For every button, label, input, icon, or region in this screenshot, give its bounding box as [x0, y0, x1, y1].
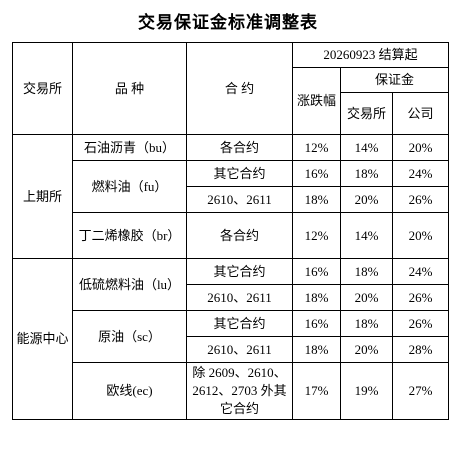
header-cell: 交易所 [340, 92, 393, 135]
contract-cell: 2610、2611 [186, 336, 293, 363]
company-margin-cell: 26% [391, 284, 450, 311]
product-cell: 低硫燃料油（lu） [72, 258, 187, 311]
header-cell: 20260923 结算起 [291, 42, 450, 68]
company-margin-cell: 20% [391, 134, 450, 161]
contract-cell: 除 2609、2610、2612、2703 外其它合约 [186, 362, 293, 420]
body-row: 上期所 石油沥青（bu） 各合约 12% 14% 20% [12, 134, 450, 259]
contract-cell: 其它合约 [186, 160, 293, 187]
exchange-margin-cell: 19% [340, 362, 393, 420]
company-margin-cell: 26% [391, 310, 450, 337]
limit-cell: 18% [292, 284, 341, 311]
product-cell: 石油沥青（bu） [72, 134, 187, 161]
product-cell: 欧线(ec) [72, 362, 187, 420]
limit-cell: 16% [292, 310, 341, 337]
exchange-margin-cell: 20% [340, 336, 393, 363]
body-row: 能源中心 低硫燃料油（lu） 其它合约 16% 18% 24% [12, 258, 450, 420]
body-row: 2610、2611 18% 20% 26% [13, 284, 450, 311]
header-cell: 保证金 [339, 67, 450, 93]
body-row: 2610、2611 18% 20% 26% [13, 186, 450, 213]
contract-cell: 各合约 [186, 212, 293, 259]
company-margin-cell: 24% [391, 258, 450, 285]
company-margin-cell: 20% [391, 212, 450, 259]
body-row: 2610、2611 18% 20% 28% [13, 336, 450, 363]
header-cell: 公司 [391, 92, 450, 135]
contract-cell: 各合约 [186, 134, 293, 161]
header-cell: 品 种 [72, 42, 187, 135]
exchange-cell: 上期所 [12, 134, 73, 259]
header-row: 交易所 品 种 合 约 20260923 结算起 [12, 42, 450, 135]
exchange-margin-cell: 14% [340, 134, 393, 161]
contract-cell: 其它合约 [186, 310, 293, 337]
contract-cell: 2610、2611 [186, 186, 293, 213]
company-margin-cell: 28% [391, 336, 450, 363]
limit-cell: 18% [292, 336, 341, 363]
contract-cell: 2610、2611 [186, 284, 293, 311]
table-body: 交易所 品 种 合 约 20260923 结算起 涨跌幅 保证金 交易所 公司 … [12, 42, 450, 420]
header-cell: 合 约 [186, 42, 293, 135]
product-cell: 原油（sc） [72, 310, 187, 363]
exchange-margin-cell: 20% [340, 284, 393, 311]
header-row: 交易所 公司 [13, 92, 450, 135]
limit-cell: 17% [292, 362, 341, 420]
header-cell: 涨跌幅 [292, 67, 341, 135]
body-row: 丁二烯橡胶（br） 各合约 12% 14% 20% [13, 212, 450, 259]
company-margin-cell: 26% [391, 186, 450, 213]
exchange-margin-cell: 20% [340, 186, 393, 213]
margin-table: 交易所 品 种 合 约 20260923 结算起 涨跌幅 保证金 交易所 公司 … [12, 42, 450, 420]
product-cell: 丁二烯橡胶（br） [72, 212, 187, 259]
body-row: 燃料油（fu） 其它合约 16% 18% 24% [13, 160, 450, 213]
title: 交易保证金标准调整表 [138, 13, 318, 32]
limit-cell: 16% [292, 258, 341, 285]
product-cell: 燃料油（fu） [72, 160, 187, 213]
limit-cell: 12% [292, 212, 341, 259]
exchange-margin-cell: 18% [340, 258, 393, 285]
contract-cell: 其它合约 [186, 258, 293, 285]
exchange-margin-cell: 14% [340, 212, 393, 259]
limit-cell: 18% [292, 186, 341, 213]
limit-cell: 12% [292, 134, 341, 161]
body-row: 原油（sc） 其它合约 16% 18% 26% [13, 310, 450, 363]
company-margin-cell: 27% [391, 362, 450, 420]
exchange-margin-cell: 18% [340, 310, 393, 337]
exchange-cell: 能源中心 [12, 258, 73, 420]
header-cell: 交易所 [12, 42, 73, 135]
body-row: 欧线(ec) 除 2609、2610、2612、2703 外其它合约 17% 19% 2… [13, 362, 450, 420]
header-row: 涨跌幅 保证金 [13, 67, 450, 135]
limit-cell: 16% [292, 160, 341, 187]
exchange-margin-cell: 18% [340, 160, 393, 187]
company-margin-cell: 24% [391, 160, 450, 187]
